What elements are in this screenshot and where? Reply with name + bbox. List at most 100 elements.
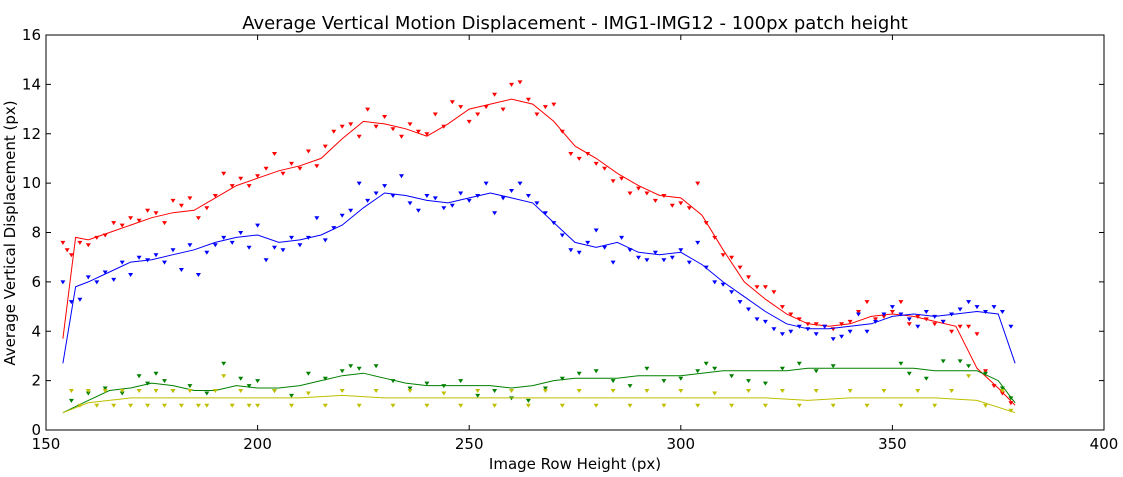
series-0-point: [754, 285, 760, 290]
series-0-point: [449, 100, 455, 105]
series-1-point: [771, 327, 777, 332]
series-0-point: [957, 324, 963, 329]
series-3-point: [68, 389, 74, 393]
series-0-point: [576, 156, 582, 161]
series-3-point: [94, 403, 100, 408]
series-1-point: [610, 260, 616, 265]
series-1-point: [153, 253, 159, 258]
series-1-point: [593, 228, 599, 233]
series-0-point: [644, 191, 650, 196]
series-0-point: [373, 124, 379, 129]
y-tick-label: 12: [22, 125, 41, 143]
series-2-point: [475, 393, 481, 398]
series-1-point: [703, 265, 709, 270]
series-3-point: [339, 389, 345, 393]
series-0-point: [974, 332, 980, 337]
series-1-point: [788, 329, 794, 334]
series-3-point: [779, 389, 785, 393]
series-2-point: [940, 359, 946, 364]
series-1-point: [585, 240, 591, 245]
series-0-point: [77, 240, 83, 245]
x-tick-label: 250: [455, 435, 484, 453]
series-0-point: [407, 122, 413, 127]
series-1-point: [246, 245, 252, 250]
series-1-point: [466, 198, 472, 203]
series-0-point: [458, 105, 464, 110]
series-3-point: [492, 403, 498, 408]
series-1-point: [289, 235, 294, 240]
series-2-trend-line: [62, 367, 1016, 414]
series-2-point: [830, 364, 836, 369]
series-1-point: [644, 258, 650, 263]
series-2-point: [221, 361, 227, 366]
series-0-point: [153, 211, 159, 216]
series-0-point: [441, 124, 447, 129]
series-0-point: [195, 216, 201, 221]
series-1-point: [212, 243, 218, 248]
series-0-point: [339, 124, 345, 129]
series-1-point: [348, 208, 354, 213]
series-1-point: [881, 312, 887, 317]
series-1-point: [424, 194, 430, 198]
series-3-point: [119, 389, 125, 393]
series-1-point: [145, 258, 151, 263]
series-3-point: [813, 389, 819, 393]
series-2-point: [441, 384, 447, 389]
x-tick-label: 300: [666, 435, 695, 453]
series-1-point: [390, 194, 396, 198]
series-1-point: [602, 245, 608, 250]
series-2-point: [957, 359, 963, 364]
series-0-point: [847, 319, 853, 324]
series-0-point: [525, 97, 531, 102]
series-1-point: [542, 211, 548, 216]
series-1-point: [636, 255, 641, 260]
series-3-point: [229, 403, 235, 408]
series-1-point: [864, 329, 870, 334]
y-tick-label: 14: [22, 75, 41, 93]
series-0-point: [796, 317, 802, 322]
series-1-point: [1008, 324, 1014, 329]
series-1-point: [322, 238, 328, 243]
series-2-point: [593, 369, 599, 374]
series-3-point: [1008, 408, 1014, 413]
series-3-point: [576, 389, 582, 393]
series-3-point: [796, 403, 802, 408]
series-0-point: [136, 218, 142, 223]
series-1-point: [475, 194, 481, 198]
series-1-point: [492, 211, 498, 216]
series-0-point: [68, 253, 74, 258]
series-1-point: [762, 319, 768, 324]
series-0-point: [873, 317, 878, 322]
series-2-point: [762, 381, 768, 386]
series-0-point: [906, 322, 912, 327]
series-0-point: [703, 221, 709, 226]
chart-title: Average Vertical Motion Displacement - I…: [242, 13, 908, 34]
series-0-point: [771, 290, 777, 295]
series-0-point: [779, 305, 785, 310]
series-0-point: [720, 253, 726, 258]
series-0-point: [85, 243, 91, 248]
series-1-point: [525, 194, 531, 198]
series-2-point: [204, 391, 210, 396]
series-2-point: [187, 384, 193, 389]
series-0-point: [551, 102, 557, 107]
series-0-point: [805, 322, 811, 327]
series-1-point: [356, 181, 362, 186]
series-1-point: [729, 290, 735, 295]
series-1-point: [119, 260, 125, 265]
series-3: [62, 374, 1016, 414]
series-0-point: [729, 255, 735, 260]
series-3-point: [162, 403, 167, 408]
series-1-point: [128, 273, 134, 277]
series-3-point: [77, 403, 83, 408]
series-2-point: [712, 366, 718, 371]
x-tick-label: 200: [243, 435, 272, 453]
y-tick-label: 16: [22, 26, 41, 44]
series-1-point: [483, 181, 489, 186]
series-2-point: [661, 379, 667, 384]
series-1: [60, 174, 1016, 364]
series-0-point: [238, 176, 244, 181]
series-0-point: [119, 223, 125, 228]
series-0-point: [923, 317, 929, 322]
